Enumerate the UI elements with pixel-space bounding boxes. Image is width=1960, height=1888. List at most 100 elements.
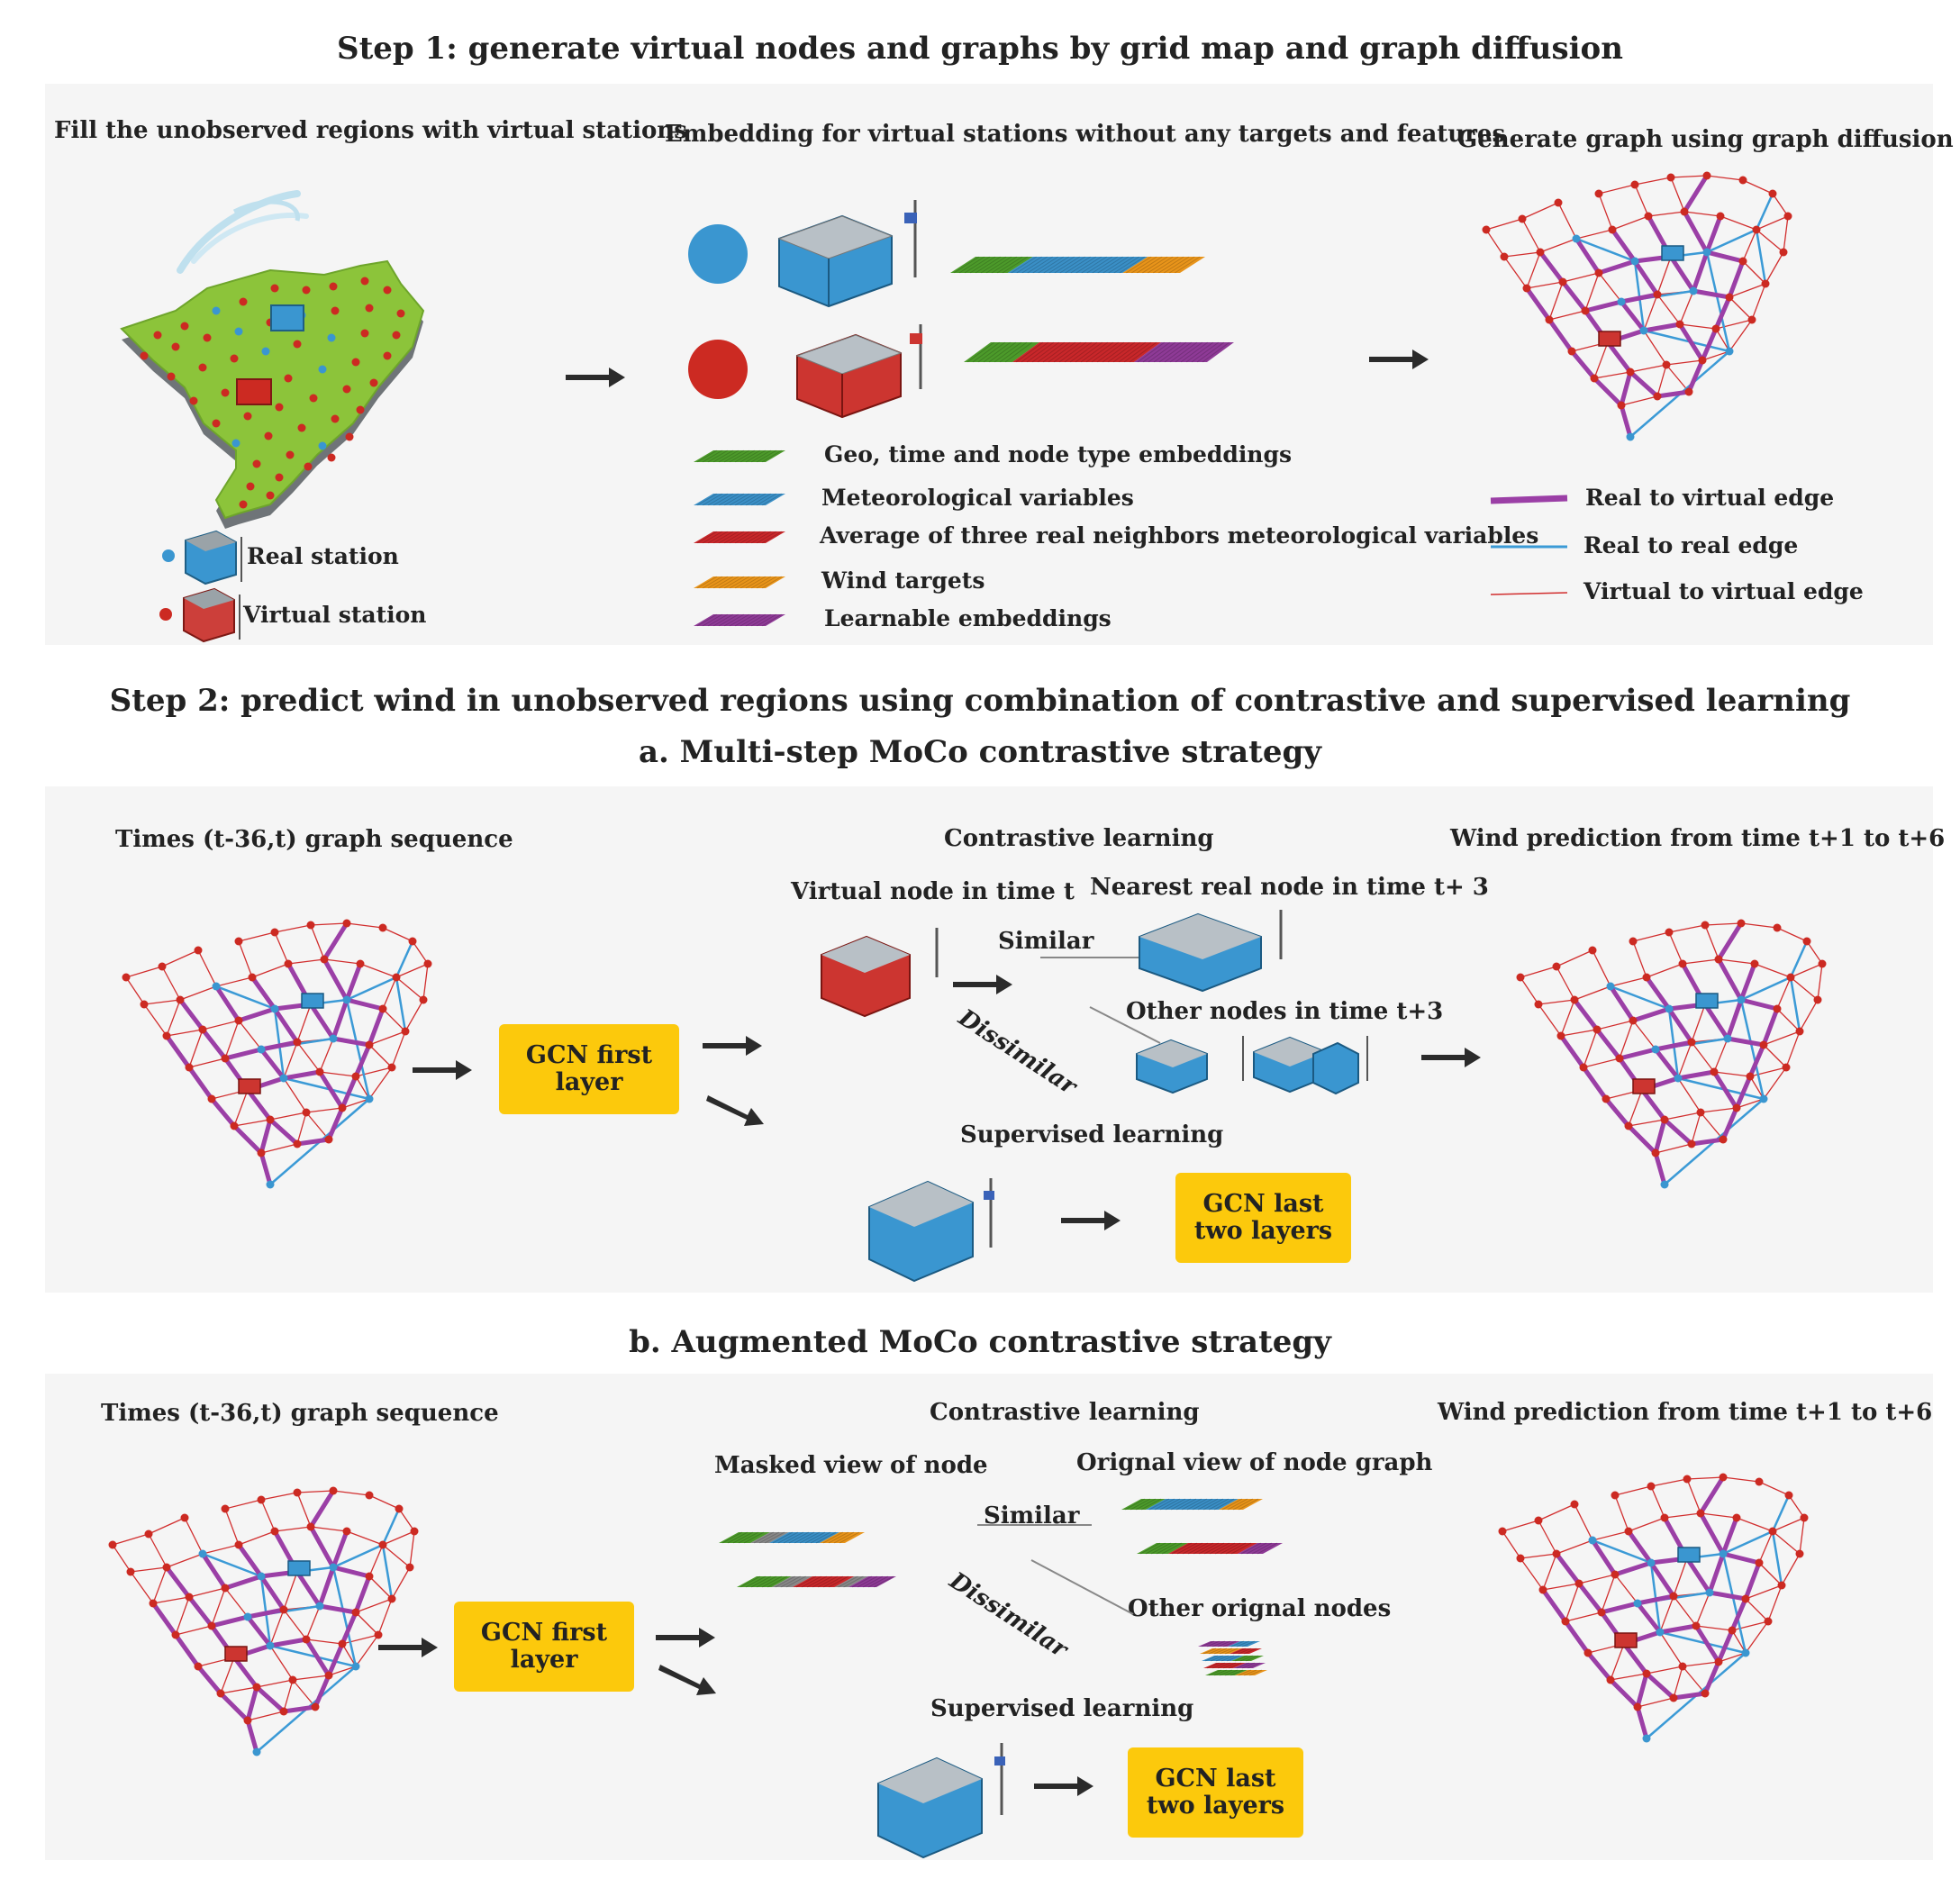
virtual-virtual-edge: [296, 1003, 312, 1043]
virtual-node: [1696, 1509, 1705, 1518]
virtual-virtual-edge: [175, 1625, 213, 1636]
virtual-node: [234, 1540, 243, 1549]
virtual-node: [315, 1067, 324, 1076]
virtual-virtual-edge: [1679, 290, 1694, 325]
virtual-node: [1498, 1527, 1507, 1536]
real-virtual-edge: [1554, 1551, 1582, 1586]
virtual-virtual-edge: [310, 922, 348, 926]
real-node: [329, 1034, 338, 1043]
virtual-virtual-edge: [1655, 1143, 1692, 1154]
virtual-node: [306, 1522, 315, 1531]
real-virtual-edge: [340, 1074, 358, 1111]
real-virtual-edge: [331, 1036, 372, 1048]
virtual-node: [324, 1135, 333, 1144]
real-virtual-edge: [236, 1542, 264, 1579]
virtual-node: [1567, 347, 1576, 356]
a-gcn-last-two-layers: GCN last two layers: [1175, 1173, 1351, 1263]
virtual-virtual-edge: [224, 1587, 249, 1618]
virtual-virtual-edge: [296, 1492, 312, 1528]
arrow-map-to-embed: [566, 368, 625, 387]
virtual-node: [1786, 973, 1795, 982]
edge-legend-real-virtual: Real to virtual edge: [1585, 485, 1835, 511]
b-supervised-building-icon: [877, 1743, 1005, 1859]
real-virtual-edge: [1734, 1074, 1753, 1111]
virtual-virtual-edge: [395, 976, 424, 1001]
virtual-virtual-edge: [1664, 1512, 1701, 1519]
virtual-map-dot: [383, 351, 392, 360]
virtual-node: [1611, 1491, 1620, 1500]
virtual-map-dot: [270, 284, 279, 293]
virtual-virtual-edge: [1632, 940, 1647, 978]
virtual-node: [1534, 1516, 1543, 1525]
virtual-virtual-edge: [1706, 175, 1744, 181]
virtual-node: [1741, 1594, 1750, 1603]
real-real-edge: [269, 1644, 357, 1668]
virtual-virtual-edge: [1686, 1478, 1701, 1514]
virtual-virtual-edge: [319, 1071, 357, 1077]
virtual-virtual-edge: [391, 1566, 411, 1600]
real-virtual-edge: [1720, 1515, 1739, 1557]
virtual-virtual-edge: [1668, 931, 1683, 965]
real-virtual-edge: [1711, 1069, 1739, 1111]
virtual-virtual-edge: [1665, 364, 1690, 393]
virtual-virtual-edge: [292, 1675, 330, 1681]
step1-col1-title: Fill the unobserved regions with virtual…: [54, 117, 687, 144]
virtual-virtual-edge: [1722, 1476, 1760, 1483]
virtual-node: [1759, 1040, 1768, 1049]
real-real-edge: [1592, 1539, 1652, 1565]
virtual-virtual-edge: [233, 1119, 271, 1127]
real-node: [1725, 347, 1734, 356]
real-node: [1647, 1558, 1656, 1567]
real-real-edge: [381, 1544, 394, 1600]
virtual-node: [293, 1488, 302, 1497]
virtual-node: [1725, 293, 1734, 302]
real-map-dot: [212, 306, 221, 315]
virtual-node: [1714, 1657, 1723, 1666]
virtual-building-glyph: [1614, 1632, 1638, 1648]
virtual-virtual-edge: [346, 922, 384, 929]
virtual-virtual-edge: [382, 976, 397, 1010]
a-supervised-label: Supervised learning: [960, 1121, 1224, 1148]
virtual-virtual-edge: [310, 924, 325, 960]
virtual-node: [1558, 277, 1567, 286]
real-virtual-edge: [213, 984, 241, 1023]
virtual-virtual-edge: [1742, 179, 1774, 195]
virtual-node: [180, 1513, 189, 1522]
real-real-edge: [1706, 228, 1757, 254]
virtual-virtual-edge: [1745, 1620, 1769, 1654]
real-virtual-edge: [1524, 286, 1552, 322]
virtual-node: [230, 1121, 239, 1130]
virtual-node: [302, 1108, 311, 1117]
virtual-node: [1651, 1148, 1660, 1157]
real-node: [1665, 1004, 1674, 1013]
virtual-node: [149, 1599, 158, 1608]
virtual-node: [1653, 290, 1662, 299]
virtual-virtual-edge: [377, 1598, 393, 1636]
virtual-virtual-edge: [1656, 364, 1667, 397]
virtual-virtual-edge: [251, 963, 289, 978]
real-station-label: Real station: [247, 543, 399, 569]
virtual-node: [1795, 1027, 1804, 1036]
virtual-virtual-edge: [404, 999, 424, 1032]
real-virtual-edge: [1560, 279, 1588, 313]
a-arrow-gcn-to-supervised: [706, 1095, 764, 1126]
virtual-virtual-edge: [1720, 215, 1757, 231]
real-virtual-edge: [1725, 1036, 1766, 1048]
virtual-map-dot: [198, 363, 207, 372]
virtual-virtual-edge: [1485, 218, 1523, 231]
virtual-virtual-edge: [1521, 218, 1541, 253]
real-virtual-edge: [1547, 317, 1574, 354]
real-virtual-edge: [1628, 369, 1660, 399]
virtual-virtual-edge: [1715, 319, 1753, 330]
virtual-virtual-edge: [1650, 1478, 1688, 1487]
virtual-map-dot: [203, 333, 212, 342]
virtual-node: [1737, 919, 1746, 928]
virtual-node: [1570, 1500, 1579, 1509]
virtual-virtual-edge: [341, 1098, 370, 1109]
a-arrow-contrastive-to-pred: [1421, 1048, 1481, 1067]
virtual-node: [365, 1040, 374, 1049]
real-virtual-edge: [340, 1610, 358, 1647]
virtual-node: [1538, 1585, 1547, 1594]
virtual-node: [1626, 368, 1635, 377]
real-virtual-edge: [1662, 1117, 1694, 1147]
